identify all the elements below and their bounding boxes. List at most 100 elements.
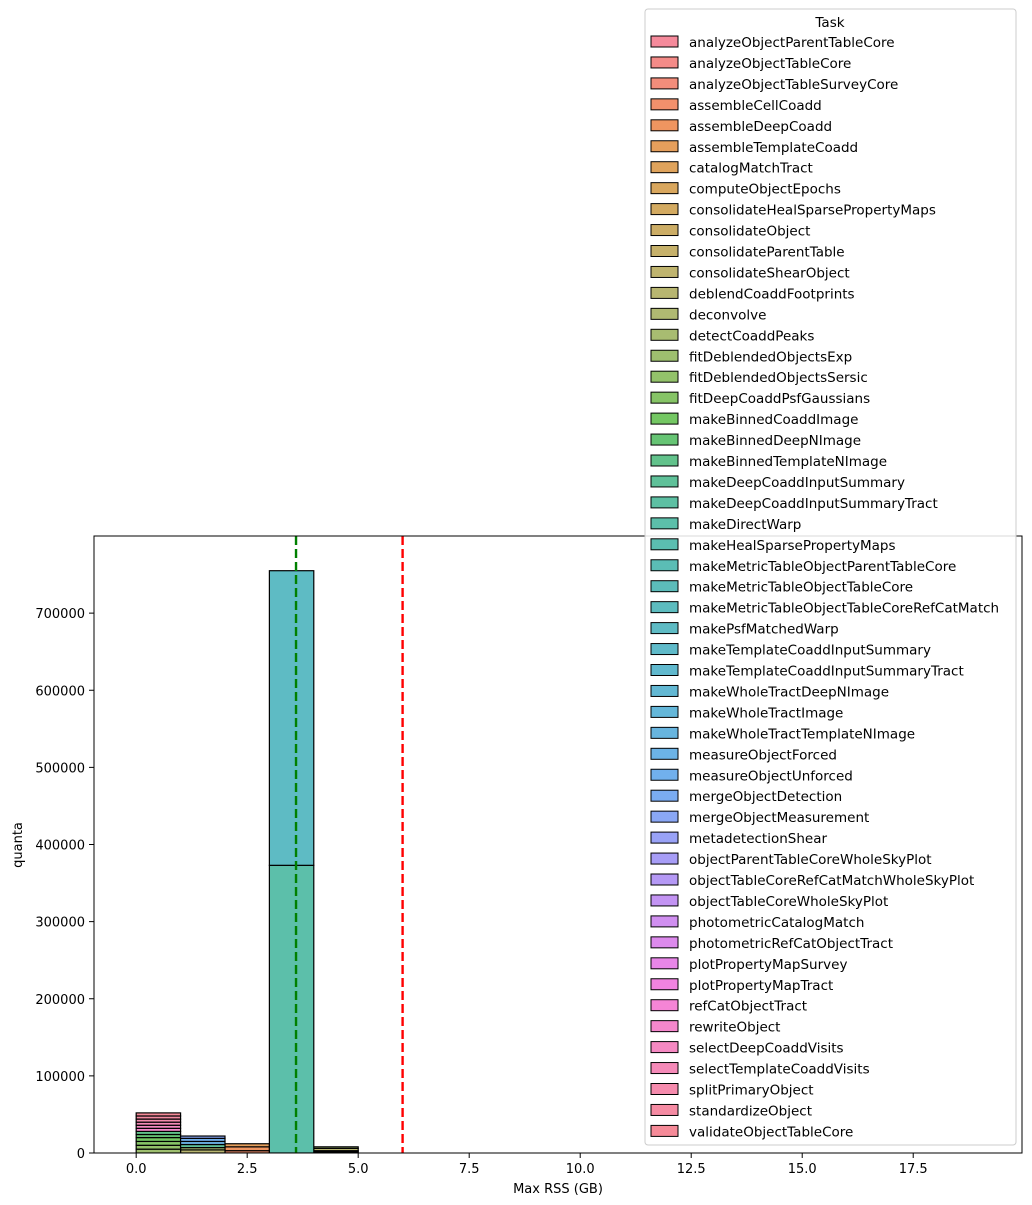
legend-label: detectCoaddPeaks (689, 328, 814, 344)
x-axis: 0.0 2.5 5.0 7.5 10.0 12.5 15.0 17.5 (126, 1153, 928, 1177)
legend-label: analyzeObjectTableCore (689, 56, 851, 72)
legend-label: measureObjectUnforced (689, 768, 853, 784)
legend-label: photometricRefCatObjectTract (689, 936, 893, 952)
bar-validateObjectTableCore-bin-0 (135, 1112, 182, 1117)
legend-label: fitDeblendedObjectsSersic (689, 370, 868, 386)
legend-items: analyzeObjectParentTableCore analyzeObjec… (650, 35, 999, 1140)
legend-swatch (650, 852, 679, 865)
legend-frame (644, 8, 1017, 1146)
legend-label: assembleDeepCoadd (689, 119, 832, 135)
legend-swatch (650, 77, 679, 90)
x-axis-title: Max RSS (GB) (513, 1182, 603, 1197)
legend-label: plotPropertyMapSurvey (689, 957, 847, 973)
bars-layer (135, 570, 359, 1153)
legend-label: splitPrimaryObject (689, 1083, 814, 1099)
y-axis-title: quanta (11, 822, 26, 868)
y-tick-label: 100000 (35, 1070, 85, 1085)
legend-swatch (650, 349, 679, 362)
legend-label: makePsfMatchedWarp (689, 622, 839, 638)
legend-swatch (650, 684, 679, 697)
legend-swatch (650, 978, 679, 991)
legend-label: deblendCoaddFootprints (689, 286, 855, 302)
y-tick-label: 300000 (35, 916, 85, 931)
legend-swatch (650, 454, 679, 467)
reference-lines (294, 536, 404, 1153)
legend-swatch (650, 957, 679, 970)
legend-title: Task (814, 15, 844, 31)
legend-swatch (650, 894, 679, 907)
legend-label: consolidateHealSparsePropertyMaps (689, 203, 936, 219)
y-tick-label: 600000 (35, 684, 85, 699)
legend-label: consolidateObject (689, 224, 810, 240)
legend-swatch (650, 1062, 679, 1075)
legend-label: plotPropertyMapTract (689, 978, 833, 994)
legend-label: consolidateParentTable (689, 245, 845, 261)
legend-swatch (650, 1124, 679, 1137)
bar-fitDeblendedObjectsExp-bin-4 (313, 1146, 359, 1149)
legend-label: analyzeObjectParentTableCore (689, 35, 895, 51)
legend-swatch (650, 1020, 679, 1033)
legend-label: metadetectionShear (689, 831, 827, 847)
y-tick-label: 200000 (35, 993, 85, 1008)
legend-swatch (650, 768, 679, 781)
legend-label: computeObjectEpochs (689, 182, 841, 198)
legend-swatch (650, 98, 679, 111)
legend-label: analyzeObjectTableSurveyCore (689, 77, 898, 93)
legend-label: mergeObjectDetection (689, 789, 842, 805)
legend-label: makeDeepCoaddInputSummaryTract (689, 496, 938, 512)
legend-label: objectParentTableCoreWholeSkyPlot (689, 852, 932, 868)
legend-swatch (650, 936, 679, 949)
legend-label: photometricCatalogMatch (689, 915, 864, 931)
y-tick-label: 400000 (35, 839, 85, 854)
legend-label: deconvolve (689, 307, 766, 323)
x-tick-label: 10.0 (566, 1162, 595, 1177)
legend-swatch (650, 433, 679, 446)
legend-label: makeDirectWarp (689, 517, 801, 533)
legend-label: selectDeepCoaddVisits (689, 1041, 844, 1057)
legend-label: makeMetricTableObjectParentTableCore (689, 559, 956, 575)
x-tick-label: 15.0 (788, 1162, 817, 1177)
legend-swatch (650, 56, 679, 69)
legend-label: consolidateShearObject (689, 265, 850, 281)
legend-swatch (650, 664, 679, 676)
legend-swatch (650, 161, 679, 174)
legend-label: makeWholeTractImage (689, 705, 843, 721)
legend-swatch (650, 119, 679, 132)
legend-label: makeTemplateCoaddInputSummary (689, 643, 931, 659)
legend-swatch (650, 580, 679, 593)
legend-label: objectTableCoreRefCatMatchWholeSkyPlot (689, 873, 974, 889)
legend-swatch (650, 622, 679, 635)
x-tick-label: 7.5 (459, 1162, 480, 1177)
legend-swatch (650, 643, 679, 656)
x-tick-label: 2.5 (237, 1162, 258, 1177)
legend-label: makeBinnedDeepNImage (689, 433, 861, 449)
legend-label: makeBinnedTemplateNImage (689, 454, 887, 470)
legend-label: catalogMatchTract (689, 161, 813, 177)
legend-swatch (650, 328, 679, 341)
legend-label: makeBinnedCoaddImage (689, 412, 858, 428)
legend-label: assembleCellCoadd (689, 98, 822, 114)
legend-swatch (650, 245, 679, 257)
legend-swatch (650, 496, 679, 509)
bar-assembleTemplateCoadd-bin-2 (224, 1143, 270, 1148)
y-tick-label: 500000 (35, 761, 85, 776)
legend-swatch (650, 370, 679, 383)
legend-swatch (650, 747, 679, 760)
legend-swatch (650, 1103, 679, 1116)
legend-label: assembleTemplateCoadd (689, 140, 858, 156)
legend-label: makeMetricTableObjectTableCore (689, 580, 913, 596)
legend-swatch (650, 286, 679, 299)
legend-label: makeMetricTableObjectTableCoreRefCatMatc… (689, 601, 999, 617)
legend-swatch (650, 307, 679, 320)
legend-swatch (650, 265, 679, 278)
legend-label: rewriteObject (689, 1020, 780, 1036)
legend-swatch (650, 831, 679, 844)
y-tick-label: 700000 (35, 607, 85, 622)
legend-swatch (650, 726, 679, 739)
bar-mergeObjectMeasurement-bin-1 (179, 1135, 226, 1139)
legend-label: makeWholeTractTemplateNImage (689, 726, 915, 742)
legend-swatch (650, 705, 679, 718)
legend-swatch (650, 559, 679, 572)
legend-swatch (650, 391, 679, 404)
legend-swatch (650, 1041, 679, 1054)
